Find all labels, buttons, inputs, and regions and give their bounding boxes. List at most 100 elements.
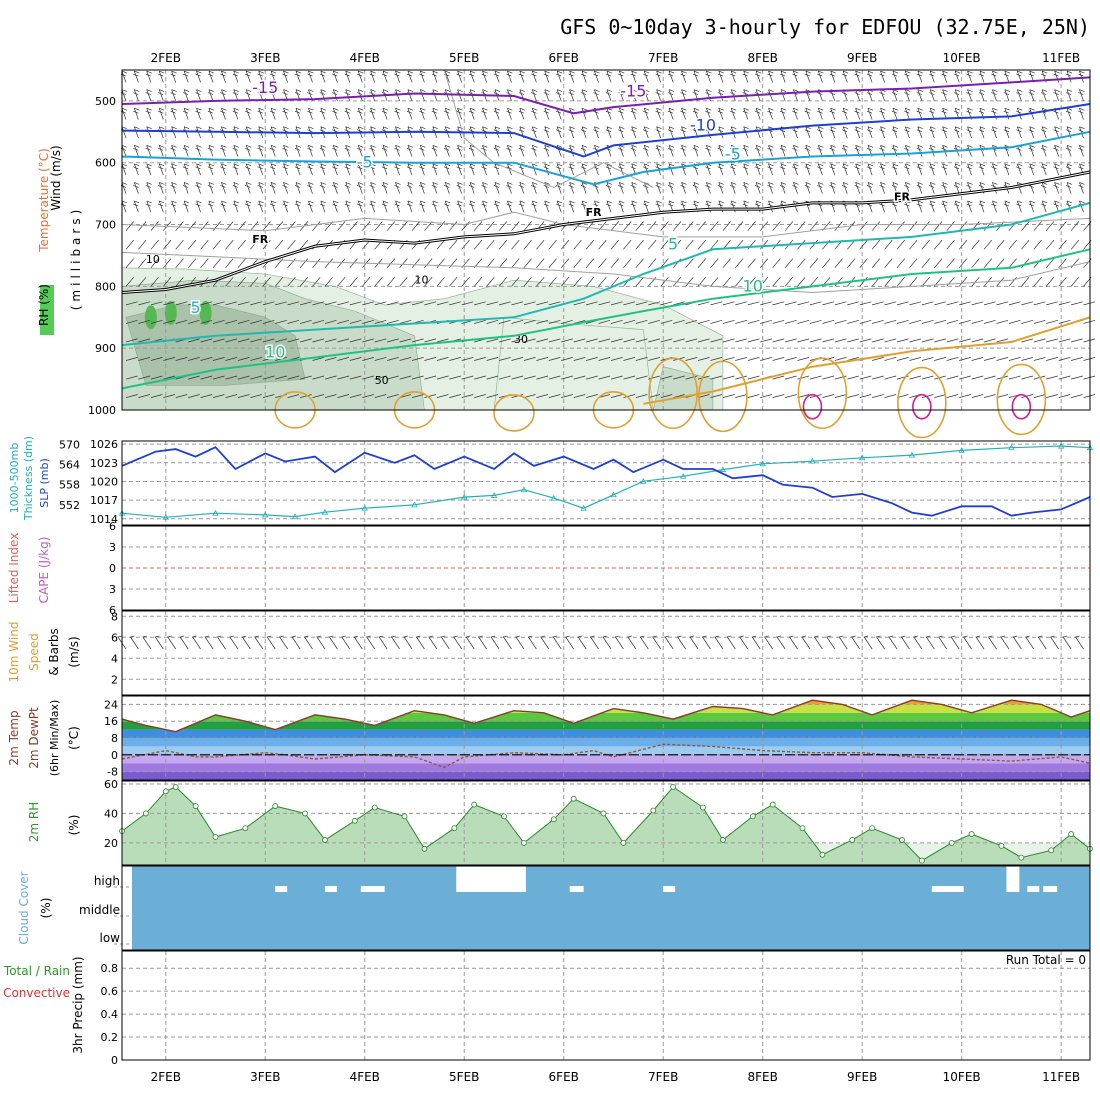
wind-barb [232,200,239,213]
wind10-barb [676,635,686,650]
wind-barb [710,276,719,287]
slp-tick-label: 1014 [90,513,118,526]
wind-barb [319,163,326,176]
wind-barb [946,338,959,343]
wind-barb [1053,126,1060,139]
sounding-ylabel-mb: (millibars) [69,206,83,311]
date-label-bottom: 9FEB [847,1070,877,1084]
wind-barb [523,357,536,361]
wind-barb [220,200,227,213]
temp-band [122,712,1090,722]
precip-tick-label: 0.2 [101,1031,119,1044]
wind-barb [543,107,550,120]
wind-barb [859,276,868,287]
rh2m-marker [421,845,428,852]
wind-barb [854,126,861,139]
wind-barb [598,357,611,361]
wind-barb [991,182,998,194]
wind-barb [1033,338,1046,343]
wind-barb [722,221,731,231]
wind-barb [561,357,573,361]
wind-barb [473,221,483,231]
wind-barb [362,394,374,398]
wind-barb [697,338,710,343]
wind-barb [257,89,264,102]
wind-barb [150,239,159,250]
wind10-barb [689,635,699,650]
wind-barb [312,221,321,231]
thickness-tick-label: 558 [59,479,80,492]
rh2m-ylabel-2: (%) [67,815,81,836]
wind-barb [730,163,737,176]
wind-barb [561,338,573,343]
wind10-marker [492,651,497,656]
wind-barb [710,357,723,361]
wind-barb [275,338,287,343]
wind-barb [896,301,909,306]
wind-barb [735,375,747,380]
wind-barb [411,221,420,231]
wind10-barb [527,635,537,650]
wind-barb [461,357,474,361]
wind-barb [784,258,794,269]
wind-barb [548,239,557,250]
wind-barb [797,394,810,398]
wind-barb [884,319,897,324]
wind-barb [548,394,561,398]
wind-barb [772,221,781,231]
wind-barb [866,126,874,139]
wind-barb [759,276,769,287]
wind-barb [643,182,650,194]
wind-barb [387,338,399,343]
wind-barb [175,276,184,287]
wind-barb [381,107,389,120]
wind-barb [635,258,644,269]
wind-barb [680,107,687,120]
wind-barb [133,200,140,213]
wind-barb [872,301,884,306]
wind-barb [225,394,238,398]
cloud-ylabel-1: Cloud Cover [17,871,31,944]
wind-barb [498,258,508,269]
isotherm-label: -10 [690,116,716,135]
wind-barb [369,107,376,120]
wind-barb [133,163,140,176]
wind-barb [717,182,724,194]
wind-barb [548,276,557,287]
wind-barb [225,319,238,324]
wind-barb [399,221,408,231]
thickness-marker [580,504,587,511]
wind-barb [655,89,662,102]
wind-barb [804,163,811,176]
date-label-bottom: 11FEB [1042,1070,1080,1084]
wind10-marker [1049,666,1054,671]
wind-barb [978,200,986,213]
hot-contour [802,393,823,420]
wind-barb [991,144,998,157]
wind-barb [1046,301,1058,306]
wind-barb [319,200,326,213]
wind10-marker [740,661,745,666]
wind-barb [722,319,735,324]
wind-barb [245,107,252,120]
wind10-barb [1000,635,1010,650]
wind-barb [859,338,872,343]
wind10-barb [565,635,574,650]
wind-barb [195,163,202,176]
wind-barb [822,319,835,324]
wind-barb [921,258,930,269]
wind-barb [444,163,451,176]
rh2m-marker [162,788,169,795]
wind-barb [481,70,488,83]
wind-barb [1016,89,1023,102]
wind-barb [655,182,662,194]
rh2m-marker [849,837,856,843]
wind-barb [630,89,637,102]
sounding-panel: 500 600 700 800 900 1000 10 10 30 50 -15 -15 -10 -5 -5… [40,69,1096,439]
wind-barb [710,221,719,231]
wind-barb [884,221,893,231]
wind-barb [300,338,312,343]
wind-barb [692,70,700,83]
thickness-marker [321,508,329,515]
wind-barb [474,394,486,398]
